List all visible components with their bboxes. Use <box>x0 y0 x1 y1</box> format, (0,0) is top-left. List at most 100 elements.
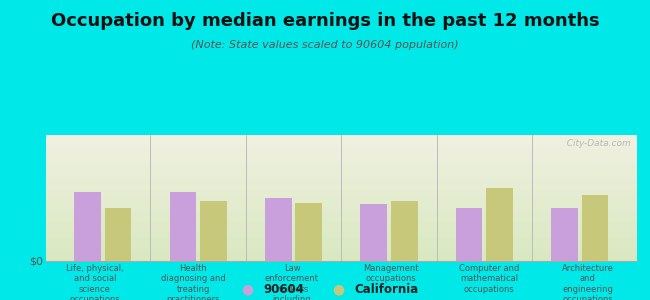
Bar <box>46 224 637 226</box>
Bar <box>46 217 637 218</box>
Bar <box>46 197 637 198</box>
Bar <box>46 214 637 216</box>
Bar <box>46 259 637 260</box>
Bar <box>296 203 322 261</box>
Bar <box>74 192 101 261</box>
Bar <box>46 182 637 183</box>
Bar <box>486 188 513 261</box>
Text: ●: ● <box>241 283 253 296</box>
Bar <box>46 184 637 185</box>
Bar <box>46 228 637 230</box>
Bar <box>46 177 637 178</box>
Bar <box>46 218 637 219</box>
Bar <box>46 222 637 223</box>
Bar <box>46 152 637 153</box>
Bar <box>456 208 482 261</box>
Bar <box>46 223 637 224</box>
Bar <box>46 235 637 236</box>
Bar <box>46 199 637 200</box>
Bar <box>46 200 637 202</box>
Text: 90604: 90604 <box>263 283 304 296</box>
Bar <box>46 240 637 241</box>
Bar <box>46 208 637 209</box>
Bar <box>46 173 637 174</box>
Bar <box>46 160 637 161</box>
Bar <box>46 198 637 199</box>
Bar <box>46 136 637 137</box>
Bar <box>46 236 637 237</box>
Bar <box>46 252 637 253</box>
Bar <box>46 165 637 166</box>
Bar <box>46 179 637 180</box>
Bar <box>46 226 637 227</box>
Bar <box>46 167 637 168</box>
Bar <box>46 206 637 207</box>
Bar <box>46 193 637 194</box>
Bar <box>46 241 637 242</box>
Bar <box>46 196 637 197</box>
Bar <box>200 200 227 261</box>
Bar <box>46 148 637 149</box>
Bar <box>265 198 292 261</box>
Bar <box>46 144 637 145</box>
Bar <box>46 207 637 208</box>
Text: City-Data.com: City-Data.com <box>562 139 631 148</box>
Bar <box>170 192 196 261</box>
Bar <box>46 255 637 256</box>
Bar <box>46 142 637 144</box>
Bar <box>46 189 637 190</box>
Bar <box>46 180 637 181</box>
Text: Occupation by median earnings in the past 12 months: Occupation by median earnings in the pas… <box>51 12 599 30</box>
Bar <box>46 242 637 243</box>
Text: Health
diagnosing and
treating
practitioners
and other
technical
occupations: Health diagnosing and treating practitio… <box>161 264 226 300</box>
Bar <box>46 187 637 188</box>
Bar <box>46 146 637 148</box>
Bar <box>46 135 637 136</box>
Bar <box>46 219 637 221</box>
Text: Architecture
and
engineering
occupations: Architecture and engineering occupations <box>562 264 614 300</box>
Bar <box>46 168 637 169</box>
Bar <box>46 231 637 232</box>
Bar <box>46 233 637 235</box>
Bar <box>46 202 637 203</box>
Bar <box>46 158 637 159</box>
Bar <box>46 178 637 179</box>
Text: (Note: State values scaled to 90604 population): (Note: State values scaled to 90604 popu… <box>191 40 459 50</box>
Bar <box>46 164 637 165</box>
Bar <box>551 208 578 261</box>
Bar <box>46 260 637 261</box>
Bar <box>46 169 637 170</box>
Text: California: California <box>354 283 419 296</box>
Bar <box>46 232 637 233</box>
Text: Management
occupations: Management occupations <box>363 264 419 284</box>
Text: ●: ● <box>332 283 344 296</box>
Bar <box>46 256 637 257</box>
Bar <box>360 204 387 261</box>
Text: Computer and
mathematical
occupations: Computer and mathematical occupations <box>459 264 519 294</box>
Bar <box>46 183 637 184</box>
Bar <box>46 161 637 163</box>
Bar <box>46 251 637 252</box>
Bar <box>46 244 637 246</box>
Bar <box>46 227 637 228</box>
Bar <box>46 221 637 222</box>
Bar <box>46 163 637 164</box>
Bar <box>46 174 637 175</box>
Bar <box>46 212 637 213</box>
Bar <box>46 194 637 196</box>
Bar <box>46 247 637 248</box>
Bar <box>46 153 637 154</box>
Bar <box>46 156 637 158</box>
Bar <box>46 137 637 139</box>
Bar <box>391 200 417 261</box>
Bar <box>46 170 637 172</box>
Bar <box>46 141 637 142</box>
Bar <box>46 257 637 259</box>
Bar <box>46 140 637 141</box>
Bar <box>46 248 637 250</box>
Bar <box>46 192 637 193</box>
Bar <box>46 149 637 150</box>
Bar <box>46 155 637 156</box>
Bar <box>46 154 637 155</box>
Bar <box>46 237 637 238</box>
